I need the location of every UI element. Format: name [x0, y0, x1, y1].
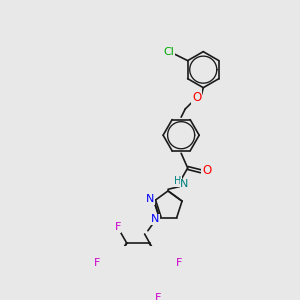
Text: F: F — [155, 293, 162, 300]
Text: F: F — [114, 222, 121, 232]
Text: N: N — [180, 179, 189, 189]
Text: F: F — [176, 258, 182, 268]
Text: O: O — [192, 91, 201, 104]
Text: N: N — [151, 214, 159, 224]
Text: F: F — [94, 258, 100, 268]
Text: Cl: Cl — [164, 47, 174, 57]
Text: O: O — [202, 164, 211, 177]
Text: N: N — [146, 194, 154, 205]
Text: H: H — [174, 176, 182, 186]
